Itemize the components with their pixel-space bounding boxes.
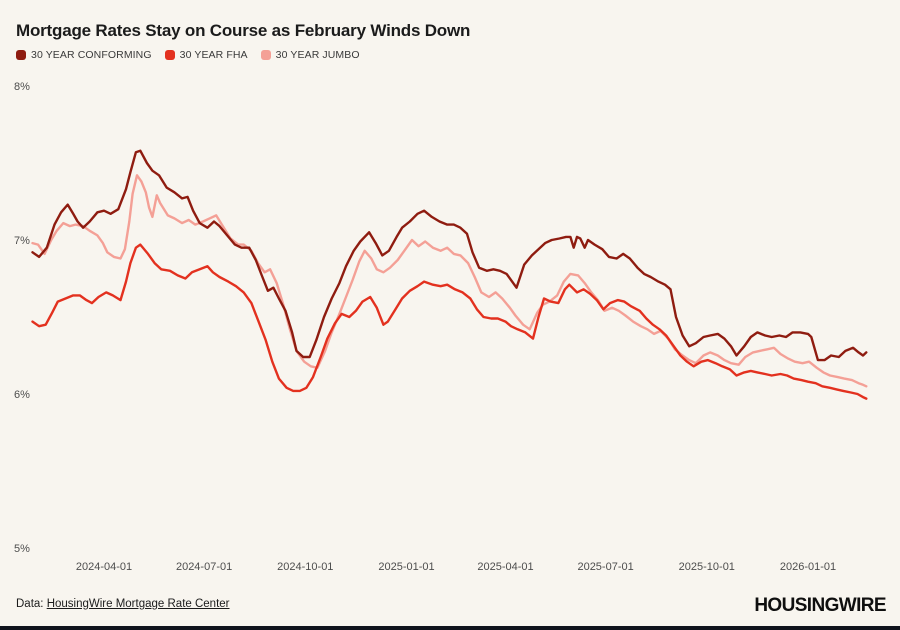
x-axis-tick-label: 2025-07-01 [577, 561, 633, 573]
legend-swatch-icon [16, 50, 26, 60]
legend-item-30-year-fha: 30 YEAR FHA [164, 49, 248, 61]
bottom-accent-bar [0, 626, 900, 630]
legend-item-30-year-jumbo: 30 YEAR JUMBO [260, 49, 360, 61]
legend-swatch-icon [260, 50, 271, 60]
y-axis-tick-label: 7% [14, 235, 30, 247]
data-source: Data: HousingWire Mortgage Rate Center [16, 598, 230, 610]
page-title: Mortgage Rates Stay on Course as Februar… [16, 21, 471, 41]
x-axis-tick-label: 2025-04-01 [477, 561, 533, 573]
series-line-30-year-jumbo [31, 174, 868, 388]
data-source-link[interactable]: HousingWire Mortgage Rate Center [46, 598, 230, 610]
legend-item-30-year-conforming: 30 YEAR CONFORMING [16, 49, 152, 61]
legend-label: 30 YEAR FHA [179, 49, 248, 61]
y-axis-tick-label: 8% [14, 81, 30, 93]
legend-label: 30 YEAR JUMBO [275, 49, 360, 61]
x-axis-tick-label: 2024-10-01 [277, 561, 333, 573]
legend-label: 30 YEAR CONFORMING [31, 49, 152, 61]
y-axis-tick-label: 6% [14, 389, 30, 401]
housingwire-logo: HOUSINGWIRE [754, 595, 886, 616]
legend-swatch-icon [164, 50, 175, 60]
x-axis-tick-label: 2026-01-01 [780, 561, 836, 573]
x-axis-tick-label: 2025-10-01 [679, 561, 735, 573]
x-axis-tick-label: 2024-04-01 [76, 561, 132, 573]
x-axis-tick-label: 2025-01-01 [378, 561, 434, 573]
series-line-30-year-conforming [31, 149, 868, 362]
y-axis-tick-label: 5% [14, 543, 30, 555]
series-line-30-year-fha [31, 243, 868, 400]
data-source-prefix: Data: [16, 598, 47, 610]
chart-legend: 30 YEAR CONFORMING 30 YEAR FHA 30 YEAR JUM… [16, 49, 360, 61]
x-axis-tick-label: 2024-07-01 [176, 561, 232, 573]
